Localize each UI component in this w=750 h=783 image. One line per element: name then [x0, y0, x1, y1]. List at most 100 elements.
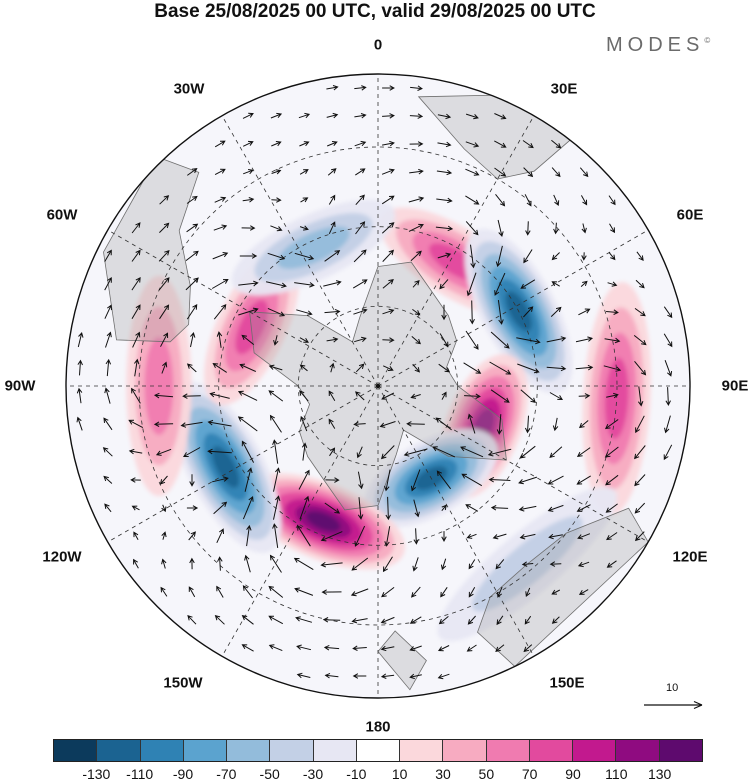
wind-vector — [382, 140, 395, 147]
meridian-line — [96, 223, 379, 387]
wind-vector — [497, 219, 504, 238]
wind-vector — [609, 223, 616, 234]
wind-vector — [153, 421, 174, 427]
wind-vector — [213, 501, 228, 515]
wind-vector — [207, 448, 232, 455]
wind-vector — [217, 556, 223, 571]
wind-vector — [577, 561, 590, 568]
copyright-mark: © — [704, 36, 711, 45]
wind-vector — [329, 362, 335, 373]
wind-vector — [355, 363, 365, 373]
wind-vector — [409, 113, 424, 119]
wind-vector — [409, 645, 422, 652]
wind-vector — [104, 304, 112, 319]
wind-vector — [439, 333, 449, 348]
wind-vector — [355, 221, 366, 235]
wind-vector — [549, 446, 563, 459]
wind-vector — [133, 558, 139, 569]
wind-vector — [354, 113, 367, 119]
colorbar-tick-label: 30 — [435, 766, 451, 782]
wind-vector — [385, 496, 391, 521]
wind-vector — [185, 250, 199, 261]
wind-vector — [665, 387, 671, 406]
wind-vector — [161, 504, 167, 513]
wind-vector — [406, 421, 425, 427]
wind-vector — [381, 587, 395, 598]
wind-vector — [159, 222, 170, 233]
wind-vector — [524, 615, 532, 625]
wind-vector — [242, 112, 254, 119]
wind-vector — [551, 281, 560, 287]
wind-vector — [77, 331, 84, 348]
wind-vector — [495, 193, 506, 207]
wind-vector — [320, 561, 343, 568]
wind-vector — [270, 112, 283, 119]
wind-vector — [635, 415, 645, 434]
wind-vector — [551, 616, 560, 624]
wind-vector — [410, 586, 421, 598]
wind-vector — [267, 252, 286, 261]
wind-vector — [439, 279, 449, 290]
wind-vector — [461, 473, 483, 487]
wind-vector — [327, 141, 338, 147]
wind-vector — [633, 335, 647, 346]
wind-vector — [131, 222, 141, 234]
lon-label-90e: 90E — [721, 377, 749, 395]
wind-vector — [550, 306, 562, 317]
wind-vector — [578, 308, 591, 316]
wind-vector — [496, 586, 503, 598]
wind-vector — [440, 587, 448, 598]
wind-vector — [328, 221, 336, 235]
wind-vector — [547, 504, 564, 512]
wind-vector — [216, 331, 223, 348]
wind-vector — [189, 557, 195, 570]
wind-vector — [352, 645, 367, 651]
wind-vector — [470, 244, 476, 269]
wind-vector — [438, 616, 449, 625]
wind-vector — [551, 167, 561, 178]
wind-vector — [273, 467, 281, 492]
wind-vector — [382, 85, 395, 91]
colorbar-tick-label: -130 — [82, 766, 111, 782]
wind-vector — [663, 444, 673, 461]
wind-vector — [241, 440, 255, 463]
colorbar-bin — [573, 740, 617, 761]
wind-vector — [465, 330, 479, 350]
lon-label-90w: 90W — [4, 377, 36, 395]
wind-vector — [294, 252, 315, 261]
wind-vector — [408, 223, 424, 232]
wind-vector — [664, 415, 671, 434]
wind-vector — [634, 502, 646, 514]
wind-vector — [606, 392, 619, 399]
colorbar-bin — [529, 740, 574, 761]
wind-vector — [298, 469, 310, 490]
anomaly-contour-fill — [306, 511, 341, 532]
wind-vector — [241, 334, 255, 345]
colorbar-tick-label: 50 — [478, 766, 495, 782]
wind-vector — [379, 421, 396, 428]
meridian-line — [377, 223, 660, 387]
lon-label-30e: 30E — [550, 80, 578, 98]
australia-landmass — [477, 507, 649, 667]
wind-vector — [412, 279, 420, 288]
wind-vector — [105, 358, 112, 377]
wind-vector — [403, 448, 428, 457]
wind-vector — [551, 252, 560, 261]
wind-vector — [186, 223, 199, 233]
wind-vector — [468, 587, 476, 598]
wind-vector — [269, 554, 282, 573]
colorbar-bin — [313, 740, 357, 761]
wind-vector — [241, 644, 254, 652]
wind-vector — [382, 365, 394, 371]
wind-vector — [381, 168, 395, 175]
wind-vector — [432, 446, 456, 458]
wind-vector — [410, 469, 421, 492]
wind-vector — [131, 249, 141, 262]
wind-vector — [496, 414, 503, 435]
wind-vector — [155, 448, 172, 456]
wind-vector — [354, 336, 367, 343]
wind-vector — [237, 416, 258, 432]
wind-vector — [437, 673, 450, 680]
wind-vector — [326, 112, 339, 119]
